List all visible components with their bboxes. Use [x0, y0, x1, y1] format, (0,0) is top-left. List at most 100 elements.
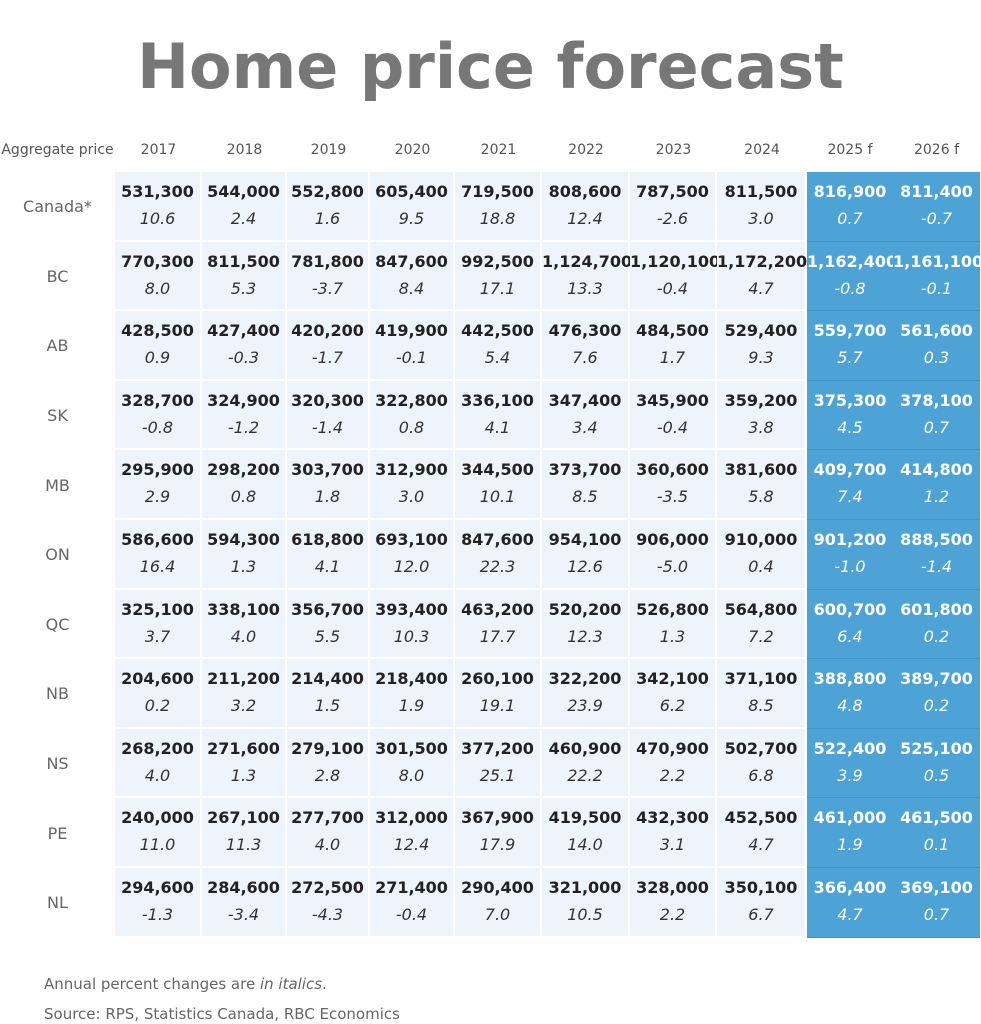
price: 470,900 [636, 738, 709, 758]
data-cell: 325,100 3.7 [115, 589, 200, 658]
column-header: 2024 [744, 141, 780, 158]
column-header: 2022 [568, 141, 604, 158]
price: 371,100 [724, 669, 798, 689]
price: 204,600 [121, 669, 194, 689]
change: 4.0 [314, 835, 341, 855]
data-cell: 414,800 1.2 [893, 450, 980, 520]
change: -0.1 [920, 278, 953, 298]
data-cell: 594,300 1.3 [202, 520, 285, 588]
price: 811,400 [900, 182, 973, 201]
data-cell: 359,200 3.8 [717, 380, 805, 449]
price: 460,900 [548, 738, 622, 758]
price: 847,600 [375, 251, 448, 271]
change: 4.0 [230, 626, 257, 646]
data-cell: 811,500 5.3 [202, 241, 285, 310]
column-header: 2023 [655, 141, 692, 158]
price: 336,100 [461, 390, 534, 410]
data-cell: 240,000 11.0 [115, 798, 200, 866]
change: 3.0 [748, 209, 774, 228]
price: 552,800 [291, 182, 364, 201]
price: 294,600 [121, 878, 194, 897]
price: 378,100 [900, 390, 973, 410]
data-cell: 544,000 2.4 [202, 172, 285, 240]
column-header: 2021 [480, 141, 517, 158]
change: 2.2 [659, 765, 686, 785]
price: 531,300 [121, 182, 194, 201]
price: 356,700 [291, 599, 364, 619]
change: 6.8 [748, 765, 774, 785]
price: 298,200 [207, 460, 280, 480]
change: 18.8 [479, 209, 516, 228]
change: 8.5 [572, 487, 598, 507]
change: 10.1 [479, 487, 516, 507]
price: 520,200 [548, 599, 622, 619]
data-cell: 301,500 8.0 [370, 728, 453, 797]
price: 526,800 [636, 599, 709, 619]
price: 910,000 [724, 530, 798, 549]
change: 12.4 [567, 209, 603, 228]
change: 0.4 [748, 557, 774, 576]
data-cell: 811,500 3.0 [717, 172, 805, 240]
data-cell: 781,800 -3.7 [287, 241, 368, 310]
data-cell: 522,400 3.9 [807, 728, 893, 799]
price: 211,200 [207, 669, 280, 689]
data-cell: 367,900 17.9 [455, 798, 540, 866]
change: 17.7 [479, 626, 516, 646]
data-cell: 342,100 6.2 [630, 659, 715, 727]
price: 1,120,100 [630, 251, 721, 271]
change: 14.0 [567, 835, 603, 855]
price: 359,200 [724, 390, 798, 410]
change: 3.4 [572, 417, 598, 437]
row-label: BC [46, 266, 69, 286]
change: -4.3 [311, 905, 344, 924]
change: 8.0 [398, 765, 425, 785]
data-cell: 381,600 5.8 [717, 450, 805, 518]
price: 267,100 [207, 808, 280, 828]
data-cell: 561,600 0.3 [893, 311, 980, 381]
change: 22.3 [479, 557, 516, 576]
price: 260,100 [461, 669, 534, 689]
change: 2.9 [144, 487, 171, 507]
price: 277,700 [291, 808, 364, 828]
change: 0.7 [923, 905, 950, 924]
change: 0.8 [398, 417, 425, 437]
data-cell: 419,500 14.0 [542, 798, 628, 866]
data-cell: 1,162,400 -0.8 [807, 241, 897, 312]
data-cell: 901,200 -1.0 [807, 520, 893, 590]
data-cell: 378,100 0.7 [893, 380, 980, 451]
row-label: SK [47, 406, 68, 426]
change: 11.3 [225, 835, 262, 855]
price: 601,800 [900, 599, 973, 619]
change: 8.4 [398, 278, 425, 298]
change: 0.2 [923, 626, 950, 646]
change: 12.6 [567, 557, 603, 576]
price: 561,600 [900, 321, 973, 341]
price: 1,172,200 [717, 251, 808, 271]
change: 2.4 [230, 209, 257, 228]
data-cell: 409,700 7.4 [807, 450, 893, 520]
change: -5.0 [656, 557, 689, 576]
data-cell: 290,400 7.0 [455, 868, 540, 936]
price: 325,100 [121, 599, 194, 619]
price: 906,000 [636, 530, 709, 549]
price: 954,100 [548, 530, 622, 549]
change: 1.8 [314, 487, 341, 507]
data-cell: 808,600 12.4 [542, 172, 628, 240]
row-label: NS [46, 754, 69, 774]
change: 1.5 [314, 696, 341, 716]
price: 420,200 [291, 321, 364, 341]
data-cell: 1,161,100 -0.1 [893, 241, 981, 312]
price: 214,400 [291, 669, 364, 689]
data-cell: 452,500 4.7 [717, 798, 805, 866]
column-header: 2019 [310, 141, 347, 158]
price: 522,400 [813, 738, 887, 758]
price: 452,500 [724, 808, 798, 828]
change: 0.7 [923, 417, 950, 437]
change: 7.6 [572, 348, 598, 368]
data-cell: 279,100 2.8 [287, 728, 368, 797]
data-cell: 298,200 0.8 [202, 450, 285, 518]
change: 5.3 [230, 278, 257, 298]
data-cell: 605,400 9.5 [370, 172, 453, 240]
data-cell: 320,300 -1.4 [287, 380, 368, 449]
price: 525,100 [900, 738, 973, 758]
